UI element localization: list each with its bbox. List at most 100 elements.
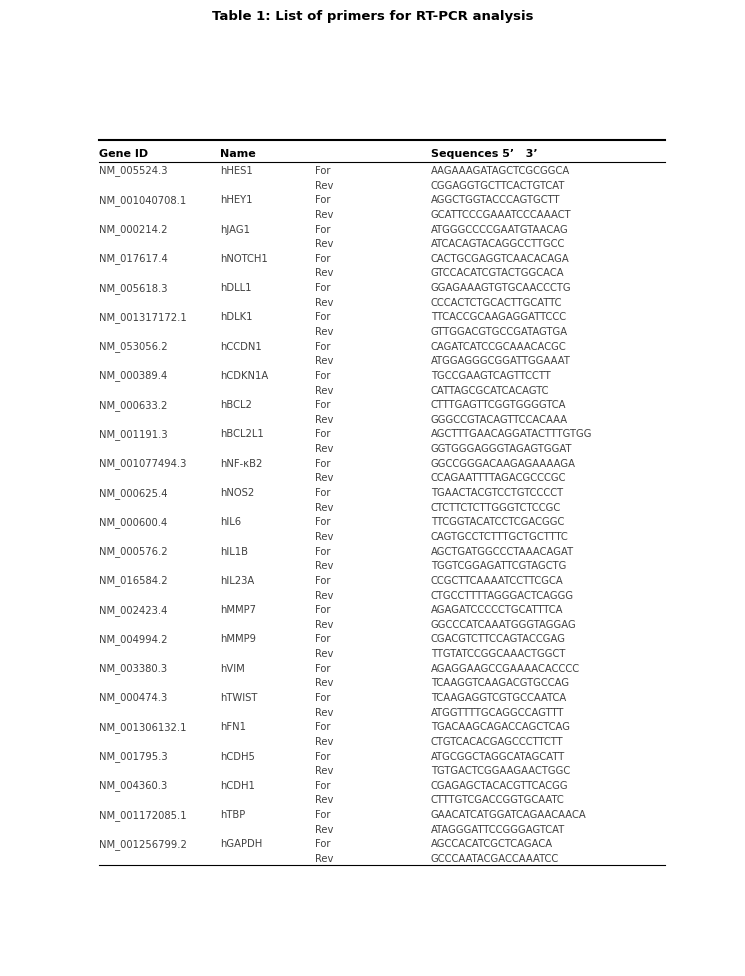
Text: GGTGGGAGGGTAGAGTGGAT: GGTGGGAGGGTAGAGTGGAT [431, 444, 572, 454]
Text: For: For [315, 371, 331, 381]
Text: CATTAGCGCATCACAGTC: CATTAGCGCATCACAGTC [431, 386, 549, 395]
Text: For: For [315, 342, 331, 351]
Text: hMMP9: hMMP9 [220, 634, 256, 644]
Text: Rev: Rev [315, 708, 334, 717]
Text: Rev: Rev [315, 854, 334, 864]
Text: NM_001191.3: NM_001191.3 [99, 429, 168, 440]
Text: hNF-κB2: hNF-κB2 [220, 459, 262, 468]
Text: GTTGGACGTGCCGATAGTGA: GTTGGACGTGCCGATAGTGA [431, 327, 568, 337]
Text: Rev: Rev [315, 825, 334, 834]
Text: For: For [315, 224, 331, 234]
Text: ATGGGCCCCGAATGTAACAG: ATGGGCCCCGAATGTAACAG [431, 224, 568, 234]
Text: GGGCCGTACAGTTCCACAAA: GGGCCGTACAGTTCCACAAA [431, 415, 568, 425]
Text: For: For [315, 664, 331, 673]
Text: hTBP: hTBP [220, 810, 245, 820]
Text: GGCCCATCAAATGGGTAGGAG: GGCCCATCAAATGGGTAGGAG [431, 620, 577, 630]
Text: For: For [315, 166, 331, 176]
Text: NM_000600.4: NM_000600.4 [99, 517, 167, 528]
Text: CACTGCGAGGTCAACACAGA: CACTGCGAGGTCAACACAGA [431, 254, 570, 264]
Text: TGACAAGCAGACCAGCTCAG: TGACAAGCAGACCAGCTCAG [431, 722, 570, 732]
Text: AGCTGATGGCCCTAAACAGAT: AGCTGATGGCCCTAAACAGAT [431, 547, 574, 556]
Text: NM_001795.3: NM_001795.3 [99, 752, 168, 762]
Text: NM_004994.2: NM_004994.2 [99, 634, 168, 645]
Text: hNOTCH1: hNOTCH1 [220, 254, 268, 264]
Text: Rev: Rev [315, 327, 334, 337]
Text: CTTTGAGTTCGGTGGGGTCA: CTTTGAGTTCGGTGGGGTCA [431, 400, 566, 410]
Text: Rev: Rev [315, 415, 334, 425]
Text: NM_005618.3: NM_005618.3 [99, 283, 168, 294]
Text: AGCTTTGAACAGGATACTTTGTGG: AGCTTTGAACAGGATACTTTGTGG [431, 429, 592, 439]
Text: NM_005524.3: NM_005524.3 [99, 166, 168, 177]
Text: Rev: Rev [315, 210, 334, 220]
Text: Rev: Rev [315, 268, 334, 278]
Text: For: For [315, 517, 331, 527]
Text: Rev: Rev [315, 503, 334, 512]
Text: hIL6: hIL6 [220, 517, 241, 527]
Text: Rev: Rev [315, 561, 334, 571]
Text: CAGATCATCCGCAAACACGC: CAGATCATCCGCAAACACGC [431, 342, 567, 351]
Text: NM_053056.2: NM_053056.2 [99, 342, 168, 352]
Text: GGAGAAAGTGTGCAACCCTG: GGAGAAAGTGTGCAACCCTG [431, 283, 571, 293]
Text: CCAGAATTTTAGACGCCCGC: CCAGAATTTTAGACGCCCGC [431, 473, 566, 483]
Text: For: For [315, 459, 331, 468]
Text: NM_001317172.1: NM_001317172.1 [99, 312, 187, 323]
Text: ATGCGGCTAGGCATAGCATT: ATGCGGCTAGGCATAGCATT [431, 752, 565, 761]
Text: hFN1: hFN1 [220, 722, 246, 732]
Text: CTGTCACACGAGCCCTTCTT: CTGTCACACGAGCCCTTCTT [431, 737, 563, 747]
Text: TGGTCGGAGATTCGTAGCTG: TGGTCGGAGATTCGTAGCTG [431, 561, 566, 571]
Text: For: For [315, 810, 331, 820]
Text: hBCL2L1: hBCL2L1 [220, 429, 264, 439]
Text: For: For [315, 605, 331, 615]
Text: For: For [315, 781, 331, 791]
Text: NM_003380.3: NM_003380.3 [99, 664, 167, 674]
Text: CGACGTCTTCCAGTACCGAG: CGACGTCTTCCAGTACCGAG [431, 634, 566, 644]
Text: hIL23A: hIL23A [220, 576, 254, 586]
Text: NM_002423.4: NM_002423.4 [99, 605, 168, 616]
Text: TTGTATCCGGCAAACTGGCT: TTGTATCCGGCAAACTGGCT [431, 649, 565, 659]
Text: Rev: Rev [315, 298, 334, 307]
Text: GCATTCCCGAAATCCCAAACT: GCATTCCCGAAATCCCAAACT [431, 210, 571, 220]
Text: Gene ID: Gene ID [99, 148, 148, 159]
Text: hHES1: hHES1 [220, 166, 253, 176]
Text: NM_001256799.2: NM_001256799.2 [99, 839, 187, 850]
Text: For: For [315, 429, 331, 439]
Text: TTCGGTACATCCTCGACGGC: TTCGGTACATCCTCGACGGC [431, 517, 564, 527]
Text: NM_017617.4: NM_017617.4 [99, 254, 168, 264]
Text: NM_000576.2: NM_000576.2 [99, 547, 168, 557]
Text: Rev: Rev [315, 795, 334, 805]
Text: Name: Name [220, 148, 256, 159]
Text: Rev: Rev [315, 737, 334, 747]
Text: CTCTTCTCTTGGGTCTCCGC: CTCTTCTCTTGGGTCTCCGC [431, 503, 561, 512]
Text: TCAAGGTCAAGACGTGCCAG: TCAAGGTCAAGACGTGCCAG [431, 678, 569, 688]
Text: For: For [315, 195, 331, 205]
Text: NM_001172085.1: NM_001172085.1 [99, 810, 186, 821]
Text: Rev: Rev [315, 473, 334, 483]
Text: For: For [315, 283, 331, 293]
Text: CCCACTCTGCACTTGCATTC: CCCACTCTGCACTTGCATTC [431, 298, 562, 307]
Text: TCAAGAGGTCGTGCCAATCA: TCAAGAGGTCGTGCCAATCA [431, 693, 566, 703]
Text: GGCCGGGACAAGAGAAAAGA: GGCCGGGACAAGAGAAAAGA [431, 459, 576, 468]
Text: For: For [315, 634, 331, 644]
Text: hGAPDH: hGAPDH [220, 839, 262, 849]
Text: Rev: Rev [315, 678, 334, 688]
Text: hDLL1: hDLL1 [220, 283, 252, 293]
Text: AGGCTGGTACCCAGTGCTT: AGGCTGGTACCCAGTGCTT [431, 195, 560, 205]
Text: AAGAAAGATAGCTCGCGGCA: AAGAAAGATAGCTCGCGGCA [431, 166, 570, 176]
Text: Table 1: List of primers for RT-PCR analysis: Table 1: List of primers for RT-PCR anal… [212, 10, 533, 22]
Text: NM_000474.3: NM_000474.3 [99, 693, 167, 704]
Text: CAGTGCCTCTTTGCTGCTTTC: CAGTGCCTCTTTGCTGCTTTC [431, 532, 568, 542]
Text: hCCDN1: hCCDN1 [220, 342, 262, 351]
Text: CGGAGGTGCTTCACTGTCAT: CGGAGGTGCTTCACTGTCAT [431, 181, 565, 190]
Text: hCDH1: hCDH1 [220, 781, 255, 791]
Text: CTGCCTTTTAGGGACTCAGGG: CTGCCTTTTAGGGACTCAGGG [431, 590, 574, 600]
Text: hCDKN1A: hCDKN1A [220, 371, 268, 381]
Text: TGAACTACGTCCTGTCCCCT: TGAACTACGTCCTGTCCCCT [431, 488, 563, 498]
Text: Rev: Rev [315, 356, 334, 366]
Text: AGCCACATCGCTCAGACA: AGCCACATCGCTCAGACA [431, 839, 553, 849]
Text: For: For [315, 839, 331, 849]
Text: NM_016584.2: NM_016584.2 [99, 576, 168, 587]
Text: For: For [315, 752, 331, 761]
Text: GAACATCATGGATCAGAACAACA: GAACATCATGGATCAGAACAACA [431, 810, 586, 820]
Text: CGAGAGCTACACGTTCACGG: CGAGAGCTACACGTTCACGG [431, 781, 568, 791]
Text: NM_001306132.1: NM_001306132.1 [99, 722, 186, 733]
